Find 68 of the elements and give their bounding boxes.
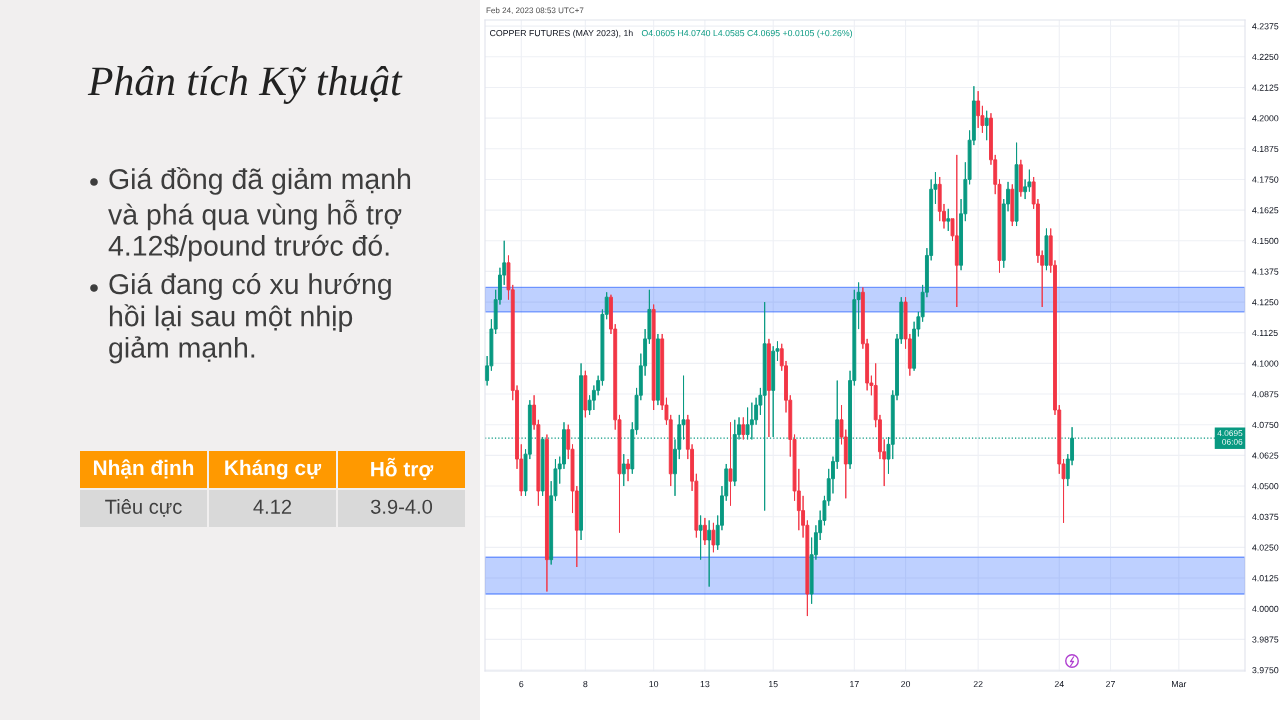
y-tick-label: 4.1375 (1252, 268, 1279, 275)
y-tick-label: 4.2000 (1252, 115, 1279, 122)
candlestick (702, 517, 707, 546)
y-tick-label: 4.0000 (1252, 605, 1279, 612)
candlestick (1018, 159, 1023, 198)
candlestick (976, 90, 981, 129)
y-tick-label: 4.1000 (1252, 360, 1279, 367)
y-tick-label: 4.1875 (1252, 145, 1279, 153)
candlestick (954, 154, 959, 308)
x-tick-label: 6 (519, 680, 524, 688)
y-tick-label: 4.1125 (1252, 329, 1278, 336)
y-tick-label: 4.1625 (1252, 207, 1279, 214)
x-tick-label: Mar (1172, 681, 1187, 688)
x-tick-label: 15 (769, 681, 778, 688)
candlestick (655, 333, 660, 406)
text: Giá đồng đã giảm mạnh và phá qua vùng hỗ trợ 4.12$/pound trước đó. (108, 167, 411, 262)
y-tick-label: 4.0500 (1252, 483, 1279, 490)
candlestick (984, 110, 989, 141)
y-tick-label: 4.0125 (1252, 575, 1279, 582)
candlestick (698, 515, 703, 561)
candlestick (766, 338, 771, 438)
candlestick (771, 345, 776, 438)
x-tick-label: 20 (901, 680, 911, 688)
text: Tiêu cực (105, 499, 182, 517)
x-tick-label: 24 (1054, 680, 1064, 688)
y-tick-label: 4.0250 (1252, 544, 1279, 551)
text: 4.12 (253, 499, 292, 514)
candlestick (544, 434, 549, 593)
candlestick (621, 453, 626, 487)
y-tick-label: 3.9750 (1252, 667, 1279, 674)
category-label: Hỗ trợ (371, 457, 434, 480)
y-tick-label: 4.1750 (1252, 176, 1279, 183)
y-tick-label: 4.2125 (1252, 84, 1279, 91)
y-tick-label: 4.0375 (1252, 513, 1279, 520)
candlestick (1014, 142, 1019, 227)
y-tick-label: 4.0875 (1252, 391, 1279, 398)
y-tick-label: 4.2375 (1252, 23, 1279, 30)
x-tick-label: 17 (850, 681, 859, 688)
x-tick-label: 13 (700, 680, 710, 688)
text: COPPER FUTURES (MAY 2023), 1h (490, 29, 633, 38)
x-tick-label: 27 (1106, 680, 1115, 688)
y-tick-label: 4.1500 (1252, 237, 1279, 245)
text: Giá đang có xu hướng hồi lại sau một nhịp giảm mạnh. (109, 273, 391, 364)
y-tick-label: 4.1250 (1252, 299, 1279, 306)
y-tick-label: 4.2250 (1252, 53, 1279, 61)
x-tick-label: 10 (649, 680, 659, 688)
x-tick-label: 8 (583, 680, 588, 688)
y-tick-label: 4.0750 (1252, 421, 1279, 428)
candlestick (583, 370, 588, 418)
x-tick-label: 22 (973, 680, 983, 688)
candlestick (707, 519, 712, 588)
candlestick (1010, 183, 1015, 227)
candlestick (651, 304, 656, 411)
ref-line-label: 4.0695 06:06 (1217, 430, 1243, 445)
y-tick-label: 3.9875 (1252, 636, 1279, 643)
text: Phân tích Kỹ thuật (87, 66, 403, 104)
candlestick (741, 416, 746, 440)
candlestick (728, 421, 733, 507)
candlestick (711, 522, 716, 553)
candlestick (1044, 228, 1049, 271)
category-label: Kháng cự (225, 459, 322, 480)
text: Feb 24, 2023 08:53 UTC+7 (486, 7, 584, 15)
text: O4.0605 H4.0740 L4.0585 C4.0695 +0.0105 (+0.26%) (641, 29, 853, 38)
candlestick (946, 208, 951, 232)
candlestick (626, 458, 630, 482)
category-label: Nhận định (93, 459, 194, 479)
y-tick-label: 4.0625 (1252, 452, 1279, 459)
text: 3.9-4.0 (370, 499, 433, 514)
